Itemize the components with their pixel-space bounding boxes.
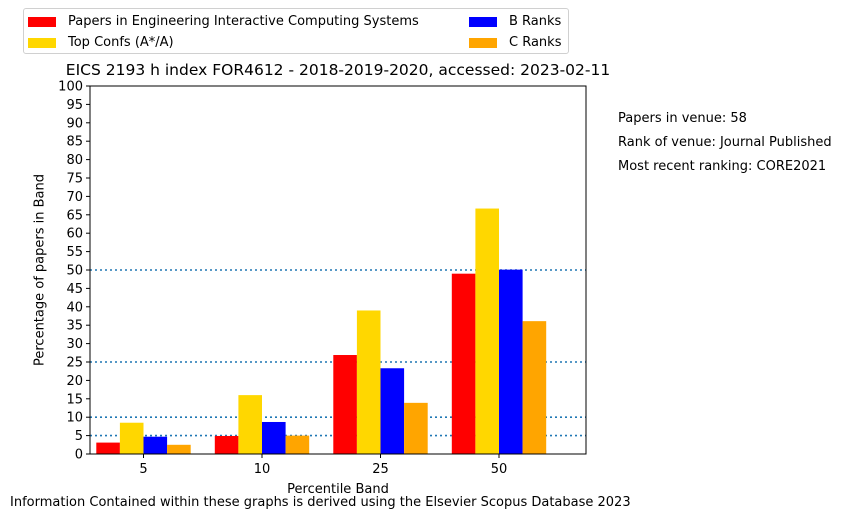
legend-label-b-ranks: B Ranks <box>509 14 562 29</box>
chart-title: EICS 2193 h index FOR4612 - 2018-2019-20… <box>65 61 611 79</box>
x-tick-label: 5 <box>139 462 147 477</box>
y-tick-label: 75 <box>66 172 83 187</box>
y-tick-label: 30 <box>66 337 83 352</box>
bar-top-confs-a-a-50 <box>475 208 499 454</box>
y-tick-label: 60 <box>66 227 83 242</box>
y-tick-label: 85 <box>66 135 83 150</box>
legend-swatch-top-confs <box>28 37 56 48</box>
x-tick-label: 10 <box>254 462 271 477</box>
data-source-footer: Information Contained within these graph… <box>10 495 631 510</box>
papers-in-venue-note: Papers in venue: 58 <box>618 111 747 126</box>
y-tick-label: 50 <box>66 264 83 279</box>
bar-papers-in-engineering-interactive-computing-systems-50 <box>451 273 476 454</box>
bar-b-ranks-25 <box>380 368 405 454</box>
legend-label-top-confs: Top Confs (A*/A) <box>68 35 174 50</box>
bar-group <box>96 208 547 454</box>
legend-item-b-ranks: B Ranks <box>469 14 561 29</box>
y-axis-label: Percentage of papers in Band <box>32 173 48 367</box>
y-tick-label: 70 <box>66 190 83 205</box>
x-tick-label: 50 <box>491 462 508 477</box>
bar-c-ranks-10 <box>285 435 310 454</box>
y-tick-label: 25 <box>66 356 83 371</box>
bar-papers-in-engineering-interactive-computing-systems-10 <box>214 435 239 454</box>
bar-c-ranks-25 <box>404 402 428 454</box>
y-tick-label: 35 <box>66 319 83 334</box>
legend-item-c-ranks: C Ranks <box>469 35 561 50</box>
bar-papers-in-engineering-interactive-computing-systems-25 <box>333 355 357 454</box>
y-tick-label: 100 <box>58 80 83 95</box>
legend-swatch-c-ranks <box>469 37 497 48</box>
y-tick-label: 40 <box>66 300 83 315</box>
bar-top-confs-a-a-25 <box>356 310 381 454</box>
bar-b-ranks-10 <box>262 421 286 454</box>
y-tick-label: 45 <box>66 282 83 297</box>
x-tick-label: 25 <box>372 462 389 477</box>
y-tick-label: 95 <box>66 98 83 113</box>
legend-item-papers: Papers in Engineering Interactive Comput… <box>28 14 419 29</box>
legend: Papers in Engineering Interactive Comput… <box>23 8 569 54</box>
y-tick-label: 20 <box>66 374 83 389</box>
y-tick-label: 5 <box>75 429 83 444</box>
y-tick-label: 15 <box>66 392 83 407</box>
y-tick-label: 65 <box>66 208 83 223</box>
legend-item-top-confs: Top Confs (A*/A) <box>28 35 174 50</box>
y-tick-label: 10 <box>66 411 83 426</box>
legend-label-c-ranks: C Ranks <box>509 35 562 50</box>
y-tick-label: 55 <box>66 245 83 260</box>
x-axis: 5 10 25 50 <box>139 454 507 477</box>
y-tick-label: 90 <box>66 116 83 131</box>
legend-swatch-b-ranks <box>469 16 497 27</box>
bar-top-confs-a-a-10 <box>238 395 262 454</box>
legend-swatch-papers <box>28 16 56 27</box>
bar-b-ranks-5 <box>143 436 168 454</box>
y-axis: 0 5 10 15 20 25 30 35 40 45 50 55 60 65 70 75 80 85 90 95 10… <box>58 80 90 463</box>
bar-top-confs-a-a-5 <box>119 422 144 454</box>
bar-b-ranks-50 <box>499 269 523 454</box>
rank-of-venue-note: Rank of venue: Journal Published <box>618 135 832 150</box>
bar-c-ranks-50 <box>522 321 547 454</box>
x-axis-label: Percentile Band <box>287 482 389 497</box>
recent-ranking-note: Most recent ranking: CORE2021 <box>618 159 827 174</box>
y-tick-label: 80 <box>66 153 83 168</box>
bar-c-ranks-5 <box>167 444 191 454</box>
y-tick-label: 0 <box>75 448 83 463</box>
legend-label-papers: Papers in Engineering Interactive Comput… <box>68 14 419 29</box>
bar-papers-in-engineering-interactive-computing-systems-5 <box>96 442 120 454</box>
